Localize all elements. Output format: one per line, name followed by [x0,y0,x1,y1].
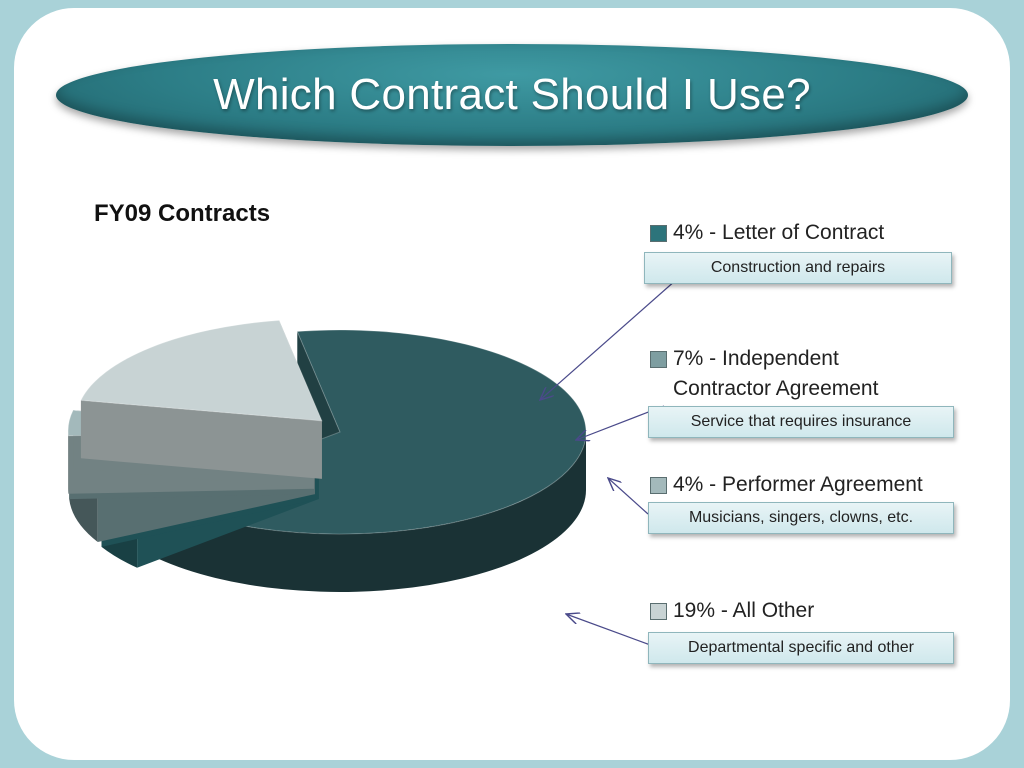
legend-label: 7% - Independent Contractor Agreement [673,347,879,400]
legend-note-box: Musicians, singers, clowns, etc. [648,502,954,534]
legend-swatch [650,603,667,620]
pie-slice-4 [80,319,323,422]
chart-title: FY09 Contracts [94,200,271,227]
legend-label: 4% - Letter of Contract [673,221,885,244]
slide-title: Which Contract Should I Use? [213,70,811,119]
title-banner: Which Contract Should I Use? [56,44,968,146]
legend-note-box: Service that requires insurance [648,406,954,438]
legend-label: 4% - Performer Agreement [673,473,923,496]
legend-item-1: 4% - Letter of Contract [650,218,884,248]
legend-item-2: 7% - Independent Contractor Agreement [650,344,923,404]
legend-label: 19% - All Other [673,599,815,622]
pie-slice-4-wall-0 [80,400,322,479]
legend-note-box: Departmental specific and other [648,632,954,664]
callout-arrow-4 [566,614,665,651]
callout-arrow-3 [608,478,649,515]
legend-item-4: 19% - All Other [650,596,814,626]
pie-slice-unlabeled-side [158,432,587,593]
callout-arrow-1 [540,279,677,400]
legend-swatch [650,477,667,494]
legend-item-3: 4% - Performer Agreement [650,470,923,500]
legend-swatch [650,351,667,368]
legend-swatch [650,225,667,242]
legend-note-box: Construction and repairs [644,252,952,284]
